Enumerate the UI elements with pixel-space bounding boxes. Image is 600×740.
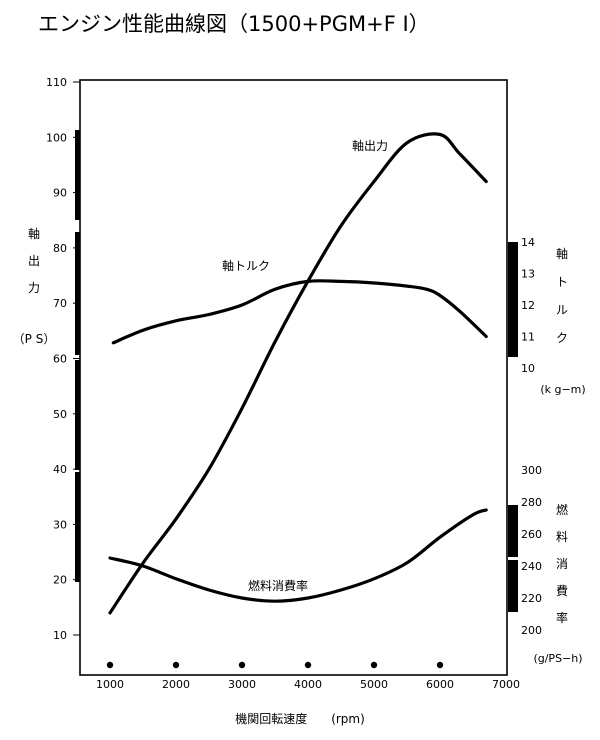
fuel-tick-label: 280 [521, 496, 542, 509]
power-tick-label: 10 [53, 629, 67, 642]
right-scale-bar [508, 298, 518, 357]
fuel-axis-title-char: 費 [556, 583, 568, 598]
torque-axis-title-char: ル [556, 303, 568, 317]
rpm-marker-dot [172, 661, 180, 669]
x-axis-label: 機関回転速度 (rpm) [235, 711, 365, 726]
fuel-axis-title-char: 消 [556, 557, 568, 571]
torque-tick-label: 12 [521, 299, 535, 312]
power-tick-label: 100 [46, 131, 67, 144]
torque-axis-title-char: 軸 [556, 247, 568, 261]
fuel-tick-label: 240 [521, 560, 542, 573]
fuel-tick-label: 260 [521, 528, 542, 541]
torque-tick-label: 13 [521, 268, 535, 281]
rpm-marker-dot [370, 661, 378, 669]
torque-axis-title-char: ト [556, 275, 568, 289]
fuel-curve-label: 燃料消費率 [248, 578, 308, 593]
power-tick-label: 110 [46, 76, 67, 89]
power-scale-bar [75, 232, 80, 355]
torque-tick-label: 11 [521, 331, 535, 344]
torque-tick-label: 14 [521, 236, 535, 249]
fuel-axis-title-char: 料 [556, 530, 568, 544]
power-curve [108, 132, 488, 615]
x-tick-label: 7000 [492, 678, 520, 691]
power-curve-label: 軸出力 [352, 139, 388, 153]
power-axis-title-char: 出 [28, 254, 40, 268]
rpm-marker-dot [304, 661, 312, 669]
x-tick-label: 6000 [426, 678, 454, 691]
power-scale-bar [75, 360, 80, 470]
fuel-axis-title-char: 燃 [556, 502, 568, 517]
power-axis-unit: （P S） [13, 332, 56, 346]
fuel-tick-label: 200 [521, 624, 542, 637]
right-scale-bar [508, 242, 518, 298]
torque-curve-label: 軸トルク [222, 259, 270, 273]
power-tick-label: 80 [53, 242, 67, 255]
power-tick-label: 40 [53, 463, 67, 476]
power-tick-label: 20 [53, 574, 67, 587]
power-scale-bar [75, 472, 80, 582]
power-axis-title-char: 軸 [28, 227, 40, 241]
chart-title: エンジン性能曲線図（1500+PGM+F I） [38, 12, 430, 36]
power-tick-label: 90 [53, 187, 67, 200]
rpm-marker-dot [436, 661, 444, 669]
x-tick-label: 4000 [294, 678, 322, 691]
torque-curve [111, 279, 488, 345]
rpm-marker-dot [106, 661, 114, 669]
torque-tick-label: 10 [521, 362, 535, 375]
power-scale-bar [75, 130, 80, 220]
x-tick-label: 1000 [96, 678, 124, 691]
torque-axis-unit: (k g−m) [540, 383, 585, 396]
fuel-axis-unit: (g/PS−h) [533, 652, 582, 665]
fuel-axis-title-char: 率 [556, 610, 568, 625]
power-tick-label: 50 [53, 408, 67, 421]
power-tick-label: 30 [53, 518, 67, 531]
x-tick-label: 2000 [162, 678, 190, 691]
right-scale-bar [508, 560, 518, 612]
power-axis-title-char: 力 [28, 281, 40, 295]
fuel-tick-label: 220 [521, 592, 542, 605]
x-tick-label: 3000 [228, 678, 256, 691]
power-tick-label: 60 [53, 353, 67, 366]
rpm-marker-dot [238, 661, 246, 669]
power-tick-label: 70 [53, 297, 67, 310]
x-tick-label: 5000 [360, 678, 388, 691]
right-scale-bar [508, 505, 518, 557]
torque-axis-title-char: ク [556, 331, 568, 345]
fuel-consumption-curve [108, 508, 488, 603]
fuel-tick-label: 300 [521, 464, 542, 477]
